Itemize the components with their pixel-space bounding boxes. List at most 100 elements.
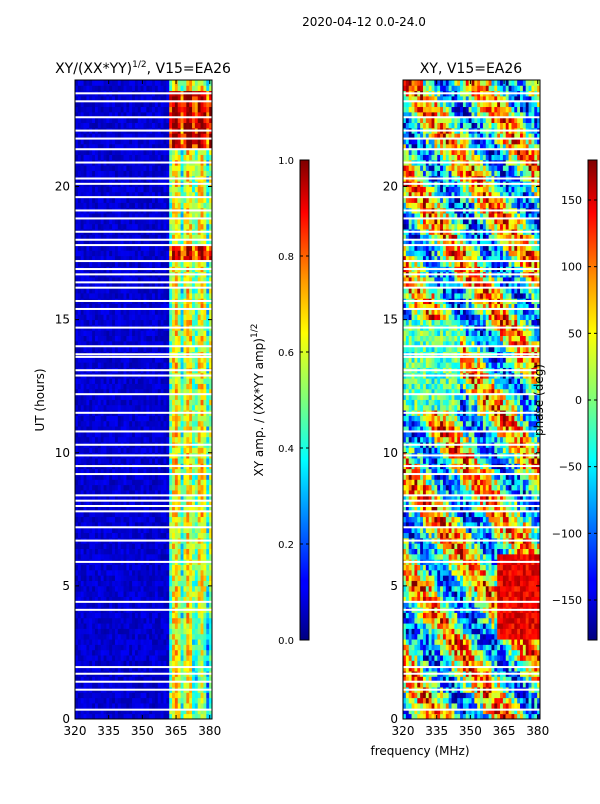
heatmap-cell bbox=[154, 596, 159, 603]
heatmap-cell bbox=[117, 394, 122, 400]
heatmap-cell bbox=[80, 665, 84, 672]
heatmap-cell bbox=[92, 383, 96, 390]
heatmap-cell bbox=[97, 532, 102, 539]
heatmap-cell bbox=[80, 426, 84, 432]
heatmap-cell bbox=[126, 623, 130, 629]
heatmap-cell bbox=[172, 655, 176, 661]
heatmap-cell bbox=[192, 447, 196, 454]
heatmap-cell bbox=[166, 623, 170, 629]
heatmap-cell bbox=[112, 431, 116, 438]
heatmap-cell bbox=[80, 511, 84, 518]
heatmap-cell bbox=[206, 388, 210, 395]
heatmap-cell bbox=[77, 250, 82, 257]
heatmap-cell bbox=[186, 617, 190, 624]
heatmap-cell bbox=[92, 703, 96, 709]
heatmap-cell bbox=[103, 612, 107, 619]
heatmap-cell bbox=[77, 490, 82, 496]
heatmap-cell bbox=[203, 548, 207, 555]
heatmap-cell bbox=[117, 490, 122, 496]
heatmap-cell bbox=[177, 479, 181, 486]
heatmap-cell bbox=[80, 639, 84, 645]
heatmap-cell bbox=[114, 649, 119, 656]
heatmap-cell bbox=[163, 553, 167, 560]
heatmap-cell bbox=[197, 404, 201, 411]
heatmap-cell bbox=[203, 649, 207, 656]
heatmap-cell bbox=[194, 186, 199, 193]
heatmap-cell bbox=[203, 591, 207, 597]
heatmap-cell bbox=[143, 575, 147, 581]
heatmap-cell bbox=[114, 500, 119, 507]
heatmap-cell bbox=[103, 591, 107, 597]
heatmap-cell bbox=[109, 474, 113, 480]
heatmap-cell bbox=[94, 692, 99, 699]
heatmap-cell bbox=[94, 223, 99, 230]
heatmap-cell bbox=[112, 660, 116, 667]
heatmap-cell bbox=[97, 649, 102, 656]
heatmap-cell bbox=[100, 511, 104, 518]
heatmap-cell bbox=[106, 202, 110, 209]
heatmap-cell bbox=[143, 639, 147, 645]
heatmap-cell bbox=[77, 521, 82, 528]
heatmap-cell bbox=[89, 575, 93, 581]
heatmap-cell bbox=[94, 612, 99, 619]
heatmap-cell bbox=[100, 569, 104, 576]
heatmap-cell bbox=[189, 665, 193, 672]
heatmap-cell bbox=[137, 511, 142, 518]
heatmap-cell bbox=[140, 575, 144, 581]
heatmap-cell bbox=[169, 335, 173, 342]
heatmap-cell bbox=[103, 436, 107, 443]
heatmap-cell bbox=[129, 490, 133, 496]
heatmap-cell bbox=[97, 495, 102, 502]
heatmap-cell bbox=[140, 569, 144, 576]
heatmap-cell bbox=[209, 580, 213, 587]
heatmap-cell bbox=[106, 617, 110, 624]
heatmap-cell bbox=[132, 676, 136, 683]
heatmap-cell bbox=[206, 655, 210, 661]
heatmap-cell bbox=[152, 713, 156, 720]
heatmap-cell bbox=[134, 660, 139, 667]
heatmap-cell bbox=[209, 500, 213, 507]
heatmap-cell bbox=[114, 660, 119, 667]
heatmap-cell bbox=[97, 356, 102, 363]
heatmap-cell bbox=[209, 612, 213, 619]
heatmap-cell bbox=[132, 383, 136, 390]
heatmap-cell bbox=[186, 676, 190, 683]
heatmap-cell bbox=[169, 165, 173, 171]
heatmap-cell bbox=[192, 516, 196, 523]
heatmap-cell bbox=[137, 713, 142, 720]
heatmap-cell bbox=[75, 495, 79, 502]
heatmap-cell bbox=[209, 506, 213, 512]
heatmap-cell bbox=[183, 527, 187, 534]
heatmap-cell bbox=[123, 165, 127, 171]
heatmap-cell bbox=[109, 713, 113, 720]
heatmap-cell bbox=[152, 649, 156, 656]
heatmap-cell bbox=[94, 543, 99, 549]
heatmap-cell bbox=[109, 527, 113, 534]
heatmap-cell bbox=[123, 415, 127, 422]
heatmap-cell bbox=[169, 356, 173, 363]
heatmap-cell bbox=[89, 617, 93, 624]
heatmap-cell bbox=[92, 426, 96, 432]
heatmap-cell bbox=[137, 692, 142, 699]
heatmap-cell bbox=[183, 548, 187, 555]
heatmap-cell bbox=[92, 697, 96, 704]
heatmap-cell bbox=[94, 484, 99, 491]
heatmap-cell bbox=[117, 633, 122, 640]
heatmap-cell bbox=[134, 378, 139, 384]
heatmap-cell bbox=[146, 468, 150, 475]
heatmap-cell bbox=[80, 612, 84, 619]
heatmap-cell bbox=[177, 388, 181, 395]
heatmap-cell bbox=[172, 250, 176, 257]
heatmap-cell bbox=[163, 293, 167, 299]
heatmap-cell bbox=[209, 569, 213, 576]
heatmap-cell bbox=[92, 580, 96, 587]
heatmap-cell bbox=[194, 548, 199, 555]
heatmap-cell bbox=[86, 713, 90, 720]
heatmap-cell bbox=[186, 660, 190, 667]
heatmap-cell bbox=[112, 500, 116, 507]
heatmap-cell bbox=[197, 399, 201, 406]
heatmap-cell bbox=[194, 330, 199, 336]
heatmap-cell bbox=[132, 681, 136, 688]
heatmap-cell bbox=[97, 293, 102, 299]
heatmap-cell bbox=[100, 202, 104, 209]
